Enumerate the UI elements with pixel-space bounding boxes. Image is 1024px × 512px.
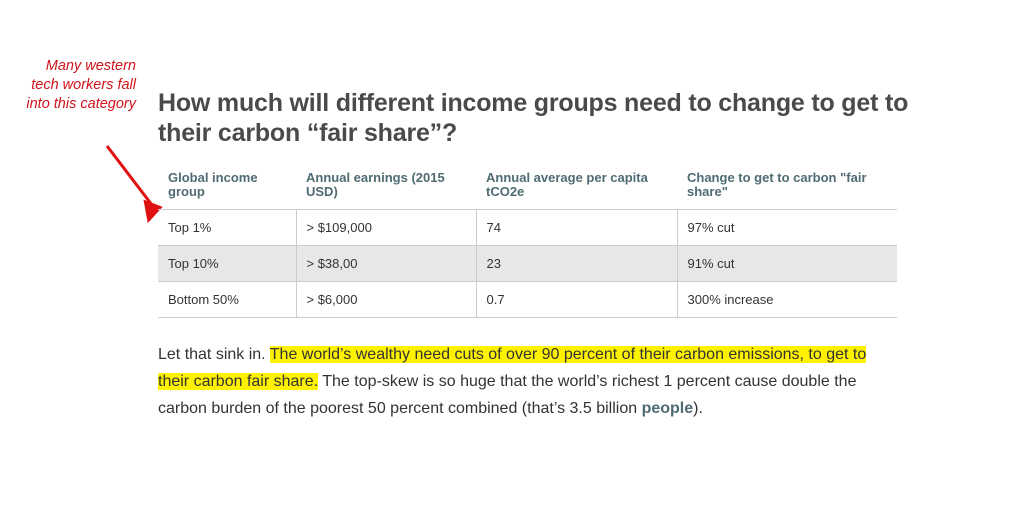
arrow-icon <box>105 145 163 224</box>
table-cell: > $38,00 <box>295 245 476 282</box>
column-header: Annual average per capita tCO2e <box>476 166 677 210</box>
page-title: How much will different income groups ne… <box>158 89 909 147</box>
column-header: Global income group <box>158 166 296 210</box>
table-cell: 0.7 <box>475 281 677 318</box>
table-cell: 23 <box>475 245 677 282</box>
body-text-end: ). <box>693 400 703 417</box>
column-header: Change to get to carbon "fair share" <box>677 166 897 210</box>
income-table: Global income group Annual earnings (201… <box>158 166 897 318</box>
table-row: Top 1% > $109,000 74 97% cut <box>158 209 897 246</box>
table-header-row: Global income group Annual earnings (201… <box>158 166 897 210</box>
table-cell: Top 1% <box>158 209 296 246</box>
column-header: Annual earnings (2015 USD) <box>296 166 476 210</box>
table-cell: 97% cut <box>676 209 897 246</box>
table-row: Bottom 50% > $6,000 0.7 300% increase <box>158 281 897 318</box>
table-cell: > $109,000 <box>295 209 476 246</box>
table-cell: 74 <box>475 209 677 246</box>
table-cell: > $6,000 <box>295 281 476 318</box>
table-cell: Top 10% <box>158 245 296 282</box>
body-text: The top-skew is so huge that the world’s… <box>158 373 857 417</box>
intro-text: Let that sink in. <box>158 346 270 363</box>
annotation-note: Many western tech workers fall into this… <box>26 58 136 112</box>
table-cell: Bottom 50% <box>158 281 296 318</box>
table-cell: 91% cut <box>676 245 897 282</box>
people-link[interactable]: people <box>641 400 694 417</box>
table-cell: 300% increase <box>676 281 897 318</box>
table-row: Top 10% > $38,00 23 91% cut <box>158 245 897 282</box>
body-paragraph: Let that sink in. The world’s wealthy ne… <box>158 341 898 422</box>
